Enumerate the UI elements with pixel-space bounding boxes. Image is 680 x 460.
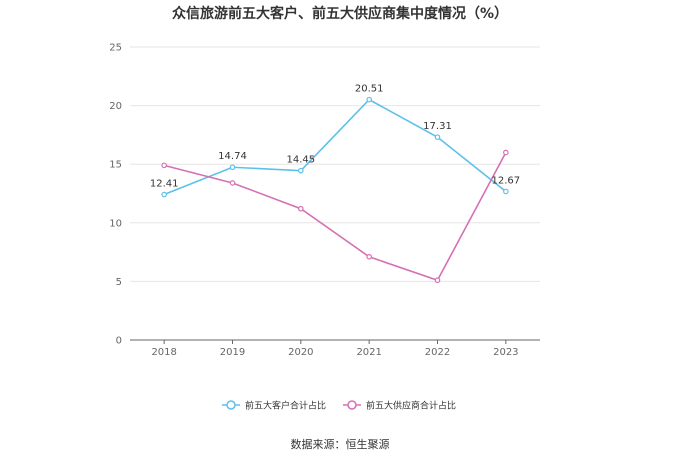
y-tick-label: 20	[109, 101, 122, 112]
series-2-point	[161, 162, 167, 169]
x-tick-label: 2023	[493, 347, 518, 358]
series-2-point	[298, 205, 304, 212]
data-label: 17.31	[423, 121, 452, 132]
legend-label: 前五大客户合计占比	[245, 400, 326, 412]
series-1-point	[229, 164, 236, 171]
series-1-point	[366, 96, 372, 103]
x-tick-label: 2021	[356, 347, 381, 358]
y-tick-label: 25	[109, 43, 122, 54]
grid-layer	[130, 46, 540, 282]
series-1-point	[298, 167, 304, 174]
x-tick-label: 2022	[425, 347, 450, 358]
data-label: 12.41	[150, 179, 179, 190]
series-2-point	[229, 180, 236, 186]
series-1-point	[503, 188, 509, 195]
legend-label: 前五大供应商合计占比	[366, 400, 456, 412]
y-tick-label: 5	[116, 277, 122, 288]
data-source-note: 数据来源：恒生聚源	[290, 438, 390, 451]
series-2-point	[434, 277, 441, 284]
series-1-point	[434, 134, 441, 140]
label-layer: 12.41 14.74 14.45 20.51 17.31 12.67	[150, 84, 520, 190]
chart-title: 众信旅游前五大客户、前五大供应商集中度情况（%）	[171, 6, 509, 22]
data-label: 14.45	[287, 155, 316, 166]
axis-layer: 0 5 10 15 20 25 2018 2019 2020 2021 2022 2023	[109, 43, 540, 358]
y-tick-label: 0	[116, 336, 122, 347]
x-tick-label: 2020	[288, 347, 313, 358]
data-label: 20.51	[355, 84, 384, 95]
y-tick-label: 15	[109, 160, 122, 171]
series-1-point	[161, 191, 167, 198]
y-tick-label: 10	[109, 218, 122, 229]
series-line-1	[163, 98, 507, 196]
data-label: 12.67	[492, 176, 521, 187]
legend-swatch-marker	[226, 400, 236, 410]
legend-swatch-marker	[347, 400, 357, 410]
series-2-point	[503, 149, 509, 156]
legend: 前五大客户合计占比 前五大供应商合计占比	[222, 400, 456, 412]
series-2-point	[366, 253, 372, 260]
data-label: 14.74	[218, 151, 247, 162]
series-layer	[161, 96, 509, 284]
x-tick-label: 2019	[220, 347, 245, 358]
x-tick-label: 2018	[151, 347, 176, 358]
series-line-2	[163, 152, 507, 282]
